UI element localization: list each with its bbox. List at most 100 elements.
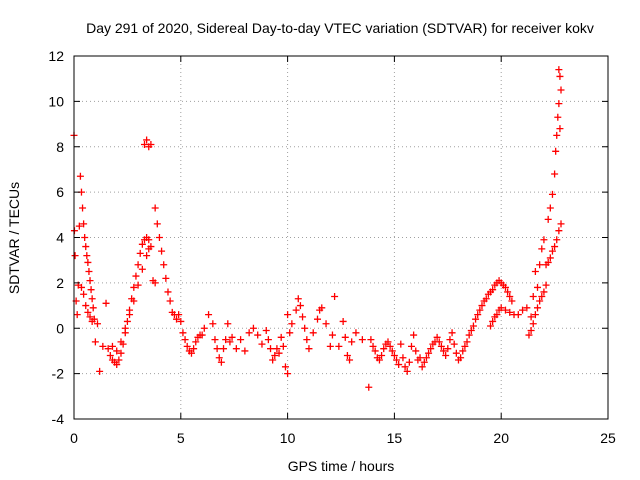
data-point [514, 311, 522, 319]
data-point [104, 345, 112, 353]
data-point [444, 345, 452, 353]
data-point [399, 354, 407, 362]
data-point [151, 279, 159, 287]
x-tick-label: 20 [493, 430, 509, 446]
data-point [540, 236, 548, 244]
data-point [134, 261, 142, 269]
data-point [113, 361, 121, 369]
data-point [249, 324, 257, 332]
data-point [501, 306, 509, 314]
y-tick-label: 10 [48, 93, 64, 109]
data-point [519, 306, 527, 314]
data-point [187, 349, 195, 357]
data-point [132, 272, 140, 280]
data-point [557, 220, 565, 228]
data-point [369, 342, 377, 350]
data-point [126, 311, 134, 319]
data-point [529, 320, 537, 328]
data-point [86, 313, 94, 321]
data-point [425, 349, 433, 357]
data-point [215, 354, 223, 362]
data-point [106, 351, 114, 359]
data-point [538, 245, 546, 253]
data-point [209, 320, 217, 328]
data-point [220, 345, 228, 353]
data-point [403, 367, 411, 375]
data-point [192, 338, 200, 346]
data-point [352, 329, 360, 337]
data-point [164, 288, 172, 296]
data-point [96, 367, 104, 375]
chart-title: Day 291 of 2020, Sidereal Day-to-day VTE… [86, 20, 594, 36]
data-point [271, 351, 279, 359]
data-point [501, 283, 509, 291]
data-point [211, 336, 219, 344]
data-point [158, 247, 166, 255]
data-point [294, 295, 302, 303]
data-point [84, 258, 92, 266]
data-point [380, 345, 388, 353]
data-point [367, 336, 375, 344]
data-point [544, 258, 552, 266]
data-point [446, 336, 454, 344]
data-point [322, 320, 330, 328]
data-point [420, 358, 428, 366]
data-point [73, 311, 81, 319]
y-tick-label: 4 [56, 230, 64, 246]
data-point [348, 338, 356, 346]
data-point [553, 131, 561, 139]
data-point [117, 349, 125, 357]
data-point [450, 340, 458, 348]
data-point [237, 336, 245, 344]
data-point [82, 243, 90, 251]
data-point [81, 234, 89, 241]
data-point [534, 304, 542, 312]
data-point [548, 190, 556, 198]
data-point [437, 342, 445, 350]
data-point [343, 351, 351, 359]
data-point [292, 306, 300, 314]
data-point [401, 363, 409, 371]
data-point [151, 204, 159, 212]
data-point [555, 100, 563, 108]
data-point [534, 283, 542, 291]
data-point [190, 345, 198, 353]
data-point [273, 345, 281, 353]
data-point [77, 283, 85, 291]
data-point [143, 136, 151, 144]
data-point [162, 274, 170, 282]
data-point [358, 336, 366, 344]
data-point [527, 327, 535, 335]
data-point [529, 292, 537, 300]
data-point [258, 340, 266, 348]
data-point [536, 261, 544, 269]
x-tick-label: 10 [280, 430, 296, 446]
data-point [335, 342, 343, 350]
data-point [284, 311, 292, 319]
x-tick-label: 5 [177, 430, 185, 446]
data-point [102, 299, 110, 307]
data-point [555, 66, 563, 74]
x-tick-label: 0 [70, 430, 78, 446]
data-point [448, 329, 456, 337]
data-point [465, 331, 473, 339]
data-point [435, 338, 443, 346]
data-point [269, 356, 277, 364]
data-point [418, 363, 426, 371]
data-point [121, 324, 129, 332]
data-point [365, 383, 373, 391]
data-point [90, 315, 98, 323]
data-point [427, 345, 435, 353]
data-point [463, 338, 471, 346]
y-tick-label: 0 [56, 320, 64, 336]
data-point [264, 336, 272, 344]
data-point [440, 347, 448, 355]
data-point [286, 329, 294, 337]
data-point [553, 236, 561, 244]
data-point [546, 204, 554, 212]
data-point [213, 345, 221, 353]
data-point [140, 140, 148, 148]
data-point [222, 336, 230, 344]
data-point [328, 331, 336, 339]
data-point [546, 254, 554, 262]
